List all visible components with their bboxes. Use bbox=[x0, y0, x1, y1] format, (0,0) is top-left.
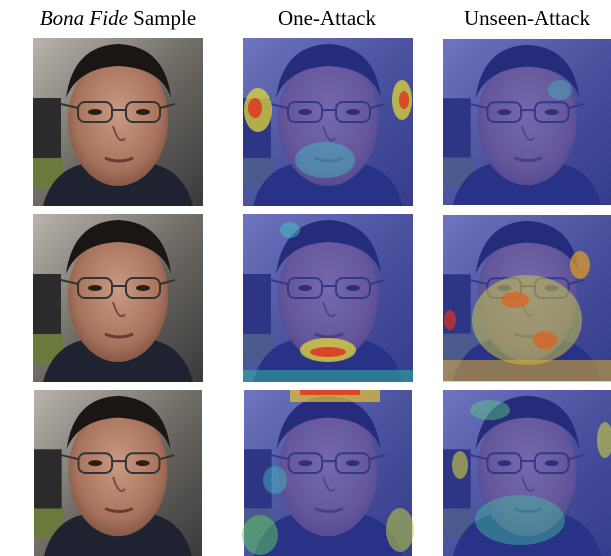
face-image bbox=[33, 214, 203, 382]
column-header: One-Attack bbox=[278, 6, 376, 30]
heatmap-image bbox=[243, 214, 413, 382]
heatmap-column bbox=[443, 39, 611, 556]
heatmap-image bbox=[443, 39, 611, 205]
heatmap-image bbox=[443, 390, 611, 556]
heatmap-column bbox=[242, 38, 414, 556]
column-header: Bona Fide Sample bbox=[40, 6, 196, 30]
header-italic: Bona Fide bbox=[40, 6, 128, 30]
face-image bbox=[33, 38, 203, 206]
page: Bona Fide Sample One-Attack Unseen-Attac… bbox=[0, 0, 611, 556]
heatmap-image bbox=[443, 215, 611, 382]
heatmap-image bbox=[243, 38, 413, 206]
sample-column bbox=[33, 38, 203, 556]
header-text: Sample bbox=[133, 6, 196, 30]
column-header: Unseen-Attack bbox=[464, 6, 590, 30]
face-image bbox=[34, 390, 202, 556]
figure: Bona Fide Sample One-Attack Unseen-Attac… bbox=[0, 0, 611, 556]
heatmap-image bbox=[242, 390, 414, 556]
